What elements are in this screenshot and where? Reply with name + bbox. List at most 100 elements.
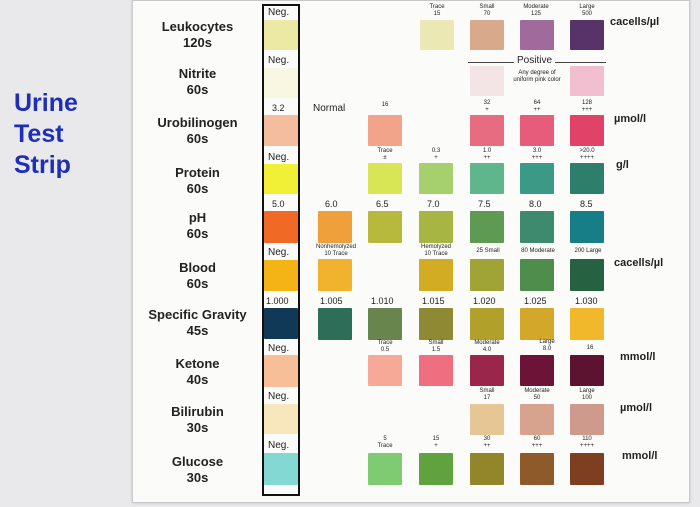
blood-swatch-4	[520, 259, 554, 291]
bili-label-2: Moderate 50	[524, 388, 550, 401]
glucose-swatch-2	[419, 453, 453, 485]
uro-swatch-3	[520, 115, 554, 146]
sg-label-1: 1.005	[320, 296, 343, 306]
sg-swatch-3	[419, 308, 453, 340]
uro-label-3: 64 ++	[533, 100, 541, 113]
sg-label-5: 1.025	[524, 296, 547, 306]
bili-label-3: Large 100	[579, 388, 595, 401]
protein-label-3: 1.0 ++	[482, 148, 492, 161]
title-line-2: Test	[14, 120, 64, 148]
unit-ketone: mmol/l	[620, 351, 656, 363]
leuk-label-3: Moderate 125	[523, 4, 549, 17]
blood-swatch-5	[570, 259, 604, 291]
row-label-ketone: Ketone 40s	[175, 356, 220, 387]
strip-value-ketone: Neg.	[268, 343, 290, 354]
ph-label-1: 6.0	[325, 199, 338, 209]
strip-pad-ph	[264, 211, 298, 243]
ketone-swatch-2	[419, 355, 453, 386]
row-label-glucose: Glucose 30s	[171, 454, 224, 485]
strip-pad-urobilinogen	[264, 115, 298, 146]
uro-normal-label: Normal	[313, 103, 346, 114]
ketone-label-4: Large 8.0	[539, 339, 555, 352]
glucose-label-1: 5 Trace	[377, 436, 393, 449]
positive-label: Positive	[514, 55, 556, 66]
glucose-label-5: 110 ++++	[579, 436, 594, 449]
strip-value-nitrite: Neg.	[268, 55, 290, 66]
ph-swatch-4	[470, 211, 504, 243]
protein-label-4: 3.0 +++	[531, 148, 543, 161]
sg-swatch-4	[470, 308, 504, 340]
blood-swatch-1	[318, 259, 352, 291]
protein-swatch-2	[419, 163, 453, 194]
blood-swatch-2	[419, 259, 453, 291]
blood-label-5: 200 Large	[574, 248, 602, 254]
row-label-ph: pH 60s	[186, 210, 209, 241]
blood-label-4: 80 Moderate	[521, 248, 555, 254]
strip-value-ph: 5.0	[272, 199, 285, 209]
bili-swatch-2	[520, 404, 554, 435]
strip-pad-bilirubin	[264, 404, 298, 434]
protein-swatch-4	[520, 163, 554, 194]
protein-swatch-1	[368, 163, 402, 194]
sg-swatch-2	[368, 308, 402, 340]
leuk-swatch-1	[420, 20, 454, 50]
glucose-label-3: 30 ++	[483, 436, 491, 449]
ph-label-5: 8.0	[529, 199, 542, 209]
sg-label-6: 1.030	[575, 296, 598, 306]
unit-blood: cacells/µl	[614, 257, 664, 269]
glucose-swatch-5	[570, 453, 604, 485]
positive-note: Any degree of uniform pink color	[513, 70, 561, 83]
strip-value-urobilinogen: 3.2	[272, 103, 285, 113]
ph-swatch-1	[318, 211, 352, 243]
page-title: Urine Test Strip	[14, 88, 114, 181]
unit-urobilinogen: µmol/l	[614, 113, 647, 125]
ph-swatch-5	[520, 211, 554, 243]
nitrite-swatch-1	[470, 66, 504, 96]
nitrite-swatch-2	[570, 66, 604, 96]
sg-label-3: 1.015	[422, 296, 445, 306]
title-line-1: Urine	[14, 89, 78, 117]
row-label-protein: Protein 60s	[175, 165, 220, 196]
strip-pad-protein	[264, 164, 298, 194]
ph-swatch-3	[419, 211, 453, 243]
bili-swatch-1	[470, 404, 504, 435]
glucose-swatch-4	[520, 453, 554, 485]
row-label-nitrite: Nitrite 60s	[178, 66, 217, 97]
uro-swatch-4	[570, 115, 604, 146]
ph-label-2: 6.5	[376, 199, 389, 209]
strip-pad-leukocytes	[264, 20, 298, 50]
blood-label-1: Nonhemolyzed 10 Trace	[315, 244, 357, 257]
sg-swatch-6	[570, 308, 604, 340]
ph-label-4: 7.5	[478, 199, 491, 209]
strip-pad-blood	[264, 260, 298, 291]
leuk-swatch-3	[520, 20, 554, 50]
protein-label-5: >20.0 ++++	[579, 148, 595, 161]
row-label-leukocytes: Leukocytes 120s	[161, 19, 234, 50]
strip-value-glucose: Neg.	[268, 440, 290, 451]
glucose-swatch-1	[368, 453, 402, 485]
leuk-swatch-4	[570, 20, 604, 50]
nitrite-positive-legend: Positive Any degree of uniform pink color	[468, 55, 606, 85]
protein-swatch-3	[470, 163, 504, 194]
uro-label-4: 128 +++	[581, 100, 593, 113]
unit-bilirubin: µmol/l	[620, 402, 653, 414]
blood-label-3: 25 Small	[476, 248, 500, 254]
ketone-swatch-5	[570, 355, 604, 386]
leuk-swatch-2	[470, 20, 504, 50]
bili-swatch-3	[570, 404, 604, 435]
protein-label-1: Trace ±	[377, 148, 393, 161]
uro-label-2: 32 +	[483, 100, 491, 113]
uro-swatch-1	[368, 115, 402, 146]
leuk-label-2: Small 70	[479, 4, 495, 17]
sg-swatch-5	[520, 308, 554, 340]
blood-label-2: Hemolyzed 10 Trace	[420, 244, 451, 257]
uro-label-1: 16	[381, 102, 389, 108]
ph-label-6: 8.5	[580, 199, 593, 209]
ketone-swatch-4	[520, 355, 554, 386]
ketone-swatch-1	[368, 355, 402, 386]
row-label-blood: Blood 60s	[179, 260, 216, 291]
title-line-3: Strip	[14, 151, 71, 179]
ketone-label-1: Trace 0.5	[377, 340, 393, 353]
sg-swatch-1	[318, 308, 352, 340]
ph-label-3: 7.0	[427, 199, 440, 209]
